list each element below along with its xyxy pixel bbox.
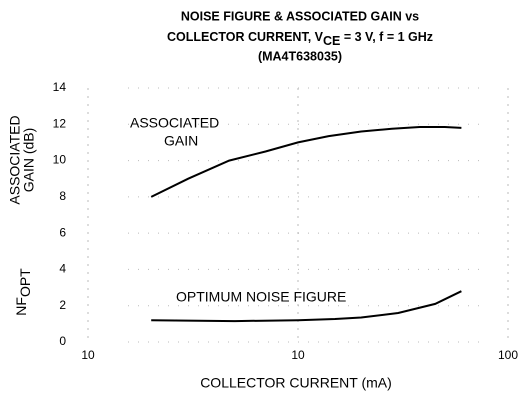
y-tick-label: 6 (59, 225, 66, 239)
y-tick-label: 8 (59, 189, 66, 203)
line (151, 290, 462, 323)
y-tick-label: 12 (53, 116, 67, 130)
chart-title: (MA4T638035) (258, 49, 342, 63)
y-axis-label-line: GAIN (dB) (21, 128, 37, 193)
label-part: NF (13, 297, 29, 316)
y-axis-label-lower: NFOPT (13, 268, 33, 316)
y-axis-label-line: NFOPT (13, 268, 33, 316)
title-subscript: CE (323, 34, 340, 48)
y-axis-label: ASSOCIATED GAIN (dB) (7, 115, 37, 204)
title-part: = 3 V, f = 1 GHz (340, 30, 433, 44)
y-axis-label-line: ASSOCIATED (7, 115, 23, 204)
x-tick-label: 10 (81, 348, 95, 362)
y-tick-label: 4 (59, 262, 66, 276)
annotation: OPTIMUM NOISE FIGURE (176, 289, 346, 305)
chart-title: NOISE FIGURE & ASSOCIATED GAIN vs (181, 9, 419, 23)
label-subscript: OPT (17, 268, 33, 297)
x-tick-label: 100 (498, 348, 518, 362)
y-tick-label: 10 (53, 153, 67, 167)
line (150, 126, 462, 198)
y-tick-label: 14 (53, 80, 67, 94)
x-axis-label: COLLECTOR CURRENT (mA) (200, 375, 392, 391)
title-part: COLLECTOR CURRENT, V (167, 30, 324, 44)
annotation: ASSOCIATED (130, 115, 219, 131)
chart-title: COLLECTOR CURRENT, VCE = 3 V, f = 1 GHz (167, 30, 433, 48)
y-tick-label: 0 (59, 334, 66, 348)
annotation: GAIN (164, 133, 198, 149)
x-tick-label: 10 (291, 348, 305, 362)
y-tick-label: 2 (59, 298, 66, 312)
